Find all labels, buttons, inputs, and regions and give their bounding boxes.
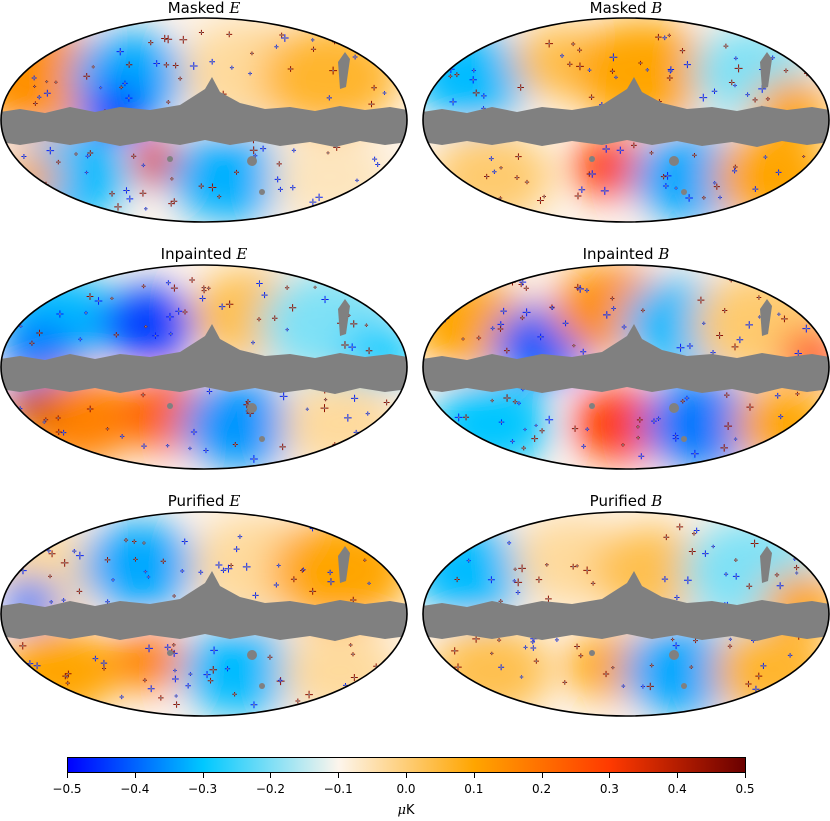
colorbar-tick-label: −0.2: [255, 782, 285, 796]
colorbar-tick: [745, 773, 746, 778]
colorbar: [67, 757, 746, 773]
panel-title-inpainted-e: Inpainted E: [160, 245, 248, 263]
colorbar-tick-label: 0.4: [667, 782, 687, 796]
colorbar-tick-label: 0.1: [464, 782, 484, 796]
panel-title-inpainted-b: Inpainted B: [582, 245, 670, 263]
colorbar-tick-label: 0.0: [396, 782, 416, 796]
map-masked-e: [0, 17, 408, 223]
map-masked-b: [422, 17, 830, 223]
colorbar-tick: [67, 773, 68, 778]
colorbar-tick: [134, 773, 136, 778]
colorbar-tick: [541, 773, 543, 778]
colorbar-tick-label: 0.3: [599, 782, 619, 796]
panel-title-purified-b: Purified B: [589, 492, 663, 510]
colorbar-tick-label: −0.4: [120, 782, 150, 796]
colorbar-tick: [473, 773, 475, 778]
colorbar-tick-label: −0.5: [52, 782, 82, 796]
panel-title-masked-e: Masked E: [167, 0, 241, 17]
map-purified-e: [0, 511, 408, 717]
colorbar-tick: [270, 773, 272, 778]
colorbar-tick-label: 0.2: [532, 782, 552, 796]
map-inpainted-b: [422, 264, 830, 470]
map-purified-b: [422, 511, 830, 717]
colorbar-tick: [609, 773, 611, 778]
colorbar-tick: [202, 773, 204, 778]
colorbar-tick: [338, 773, 340, 778]
colorbar-tick-label: 0.5: [735, 782, 755, 796]
colorbar-tick-label: −0.1: [323, 782, 353, 796]
panel-title-masked-b: Masked B: [589, 0, 663, 17]
map-inpainted-e: [0, 264, 408, 470]
colorbar-tick: [677, 773, 679, 778]
panel-title-purified-e: Purified E: [167, 492, 241, 510]
colorbar-unit-label: μK: [397, 803, 415, 818]
colorbar-tick-label: −0.3: [188, 782, 218, 796]
colorbar-tick: [406, 773, 407, 778]
